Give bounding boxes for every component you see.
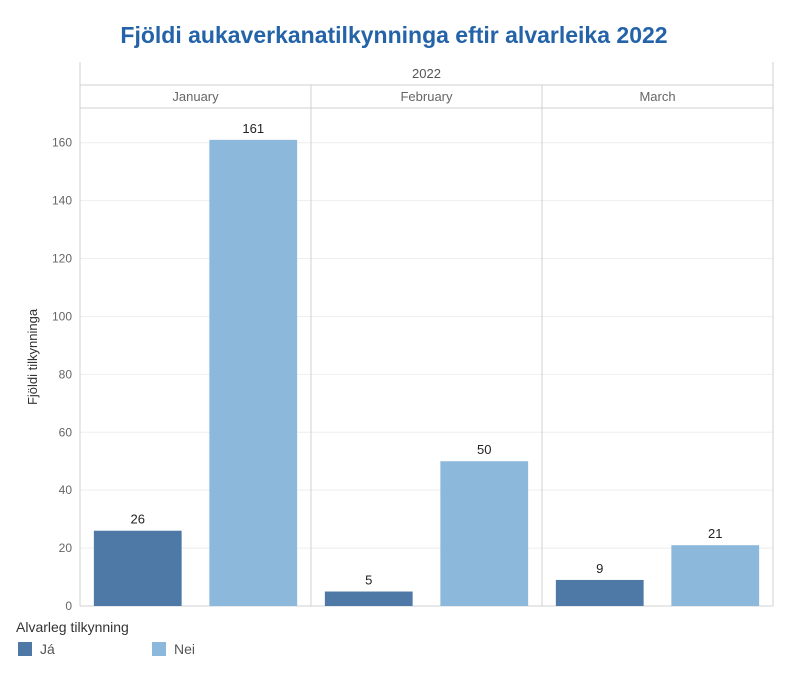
data-label: 9 — [596, 561, 603, 576]
y-tick-label: 140 — [52, 194, 72, 208]
bar — [93, 530, 182, 606]
bar — [440, 461, 529, 606]
data-label: 21 — [708, 526, 722, 541]
bar — [324, 591, 413, 606]
bar-chart: 0 20 40 60 80 100 120 140 160 2022 January 26 161 Feb… — [25, 62, 774, 612]
category-header: March — [639, 89, 675, 104]
category-header: January — [172, 89, 219, 104]
bar — [555, 579, 644, 606]
legend-swatch-ja — [18, 642, 32, 656]
y-tick-label: 100 — [52, 309, 72, 323]
data-label: 26 — [131, 512, 145, 527]
y-tick-label: 60 — [59, 425, 73, 439]
legend-title: Alvarleg tilkynning — [16, 619, 129, 635]
legend-label-ja: Já — [40, 641, 55, 657]
bar — [671, 545, 760, 606]
data-label: 161 — [242, 121, 264, 136]
y-tick-label: 0 — [65, 599, 72, 612]
y-tick-label: 40 — [59, 483, 73, 497]
y-tick-label: 20 — [59, 541, 73, 555]
legend-item-ja[interactable]: Já — [18, 640, 55, 658]
bar — [209, 139, 298, 607]
y-tick-label: 120 — [52, 252, 72, 266]
data-label: 5 — [365, 573, 372, 588]
legend-label-nei: Nei — [174, 641, 196, 657]
legend-item-nei[interactable]: Nei — [152, 640, 195, 658]
chart-title: Fjöldi aukaverkanatilkynninga eftir alva… — [120, 22, 668, 48]
y-tick-label: 160 — [52, 136, 72, 150]
y-tick-label: 80 — [59, 367, 73, 381]
data-label: 50 — [477, 442, 491, 457]
legend-swatch-nei — [152, 642, 166, 656]
year-header: 2022 — [412, 66, 441, 81]
y-axis-title: Fjöldi tilkynninga — [25, 308, 40, 405]
category-header: February — [400, 89, 453, 104]
